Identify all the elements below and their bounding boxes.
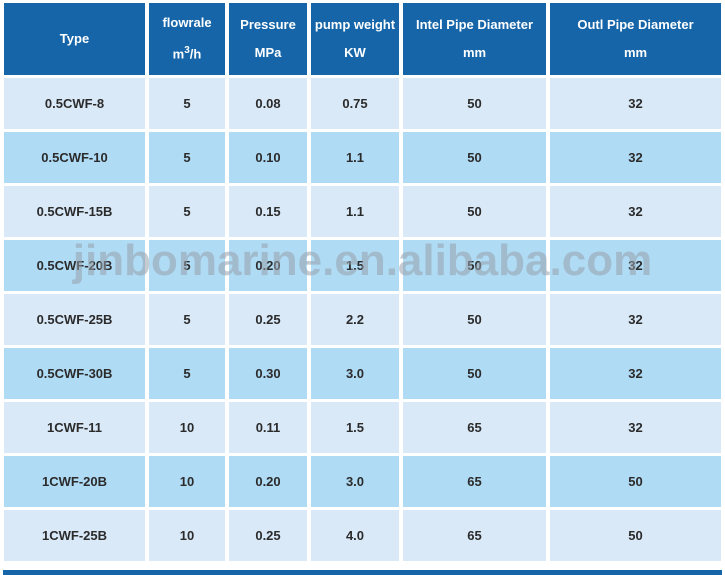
header-row: Type flowrale m3/h Pressure MPa pump weight KW… [4, 3, 721, 75]
cell-value: 65 [403, 456, 546, 507]
column-header-6: Outl Pipe Diameter mm [550, 3, 721, 75]
table-row: 0.5CWF-25B 5 0.25 2.2 50 32 [4, 294, 721, 345]
cell-type: 0.5CWF-10 [4, 132, 145, 183]
cell-value: 0.15 [229, 186, 307, 237]
cell-type: 0.5CWF-15B [4, 186, 145, 237]
cell-type: 0.5CWF-20B [4, 240, 145, 291]
cell-type: 1CWF-11 [4, 402, 145, 453]
table-row: 0.5CWF-30B 5 0.30 3.0 50 32 [4, 348, 721, 399]
cell-value: 2.2 [311, 294, 399, 345]
cell-value: 10 [149, 402, 225, 453]
column-header-unit: MPa [254, 45, 282, 60]
cell-value: 10 [149, 456, 225, 507]
cell-type: 1CWF-25B [4, 510, 145, 561]
cell-value: 3.0 [311, 456, 399, 507]
cell-value: 5 [149, 186, 225, 237]
table-row: 1CWF-20B 10 0.20 3.0 65 50 [4, 456, 721, 507]
cell-value: 32 [550, 294, 721, 345]
cell-value: 50 [403, 294, 546, 345]
cell-value: 32 [550, 132, 721, 183]
cell-value: 50 [550, 456, 721, 507]
cell-value: 32 [550, 348, 721, 399]
cell-value: 32 [550, 186, 721, 237]
cell-type: 0.5CWF-30B [4, 348, 145, 399]
cell-value: 0.20 [229, 240, 307, 291]
table-row: 1CWF-11 10 0.11 1.5 65 32 [4, 402, 721, 453]
cell-value: 0.25 [229, 510, 307, 561]
column-header-4: pump weight KW [311, 3, 399, 75]
column-header-label: Pressure [240, 17, 296, 32]
cell-value: 32 [550, 78, 721, 129]
cell-value: 5 [149, 240, 225, 291]
column-header-label: pump weight [314, 17, 396, 32]
column-header-unit: mm [623, 45, 648, 60]
cell-value: 5 [149, 348, 225, 399]
cell-value: 50 [403, 78, 546, 129]
cell-type: 1CWF-20B [4, 456, 145, 507]
cell-value: 5 [149, 78, 225, 129]
cell-value: 50 [550, 510, 721, 561]
column-header-unit: m3/h [172, 45, 202, 62]
cell-type: 0.5CWF-25B [4, 294, 145, 345]
table-row: 0.5CWF-8 5 0.08 0.75 50 32 [4, 78, 721, 129]
table-row: 1CWF-25B 10 0.25 4.0 65 50 [4, 510, 721, 561]
cell-value: 0.11 [229, 402, 307, 453]
cell-value: 0.75 [311, 78, 399, 129]
column-header-5: Intel Pipe Diameter mm [403, 3, 546, 75]
column-header-label: Type [59, 31, 90, 46]
cell-value: 65 [403, 402, 546, 453]
column-header-3: Pressure MPa [229, 3, 307, 75]
table-header: Type flowrale m3/h Pressure MPa pump weight KW… [4, 3, 721, 75]
column-header-label: Intel Pipe Diameter [415, 17, 534, 32]
cell-value: 0.20 [229, 456, 307, 507]
cell-value: 1.5 [311, 402, 399, 453]
cell-value: 10 [149, 510, 225, 561]
cell-value: 1.1 [311, 132, 399, 183]
cell-value: 5 [149, 294, 225, 345]
cell-value: 5 [149, 132, 225, 183]
table-body: 0.5CWF-8 5 0.08 0.75 50 32 0.5CWF-10 5 0.10 1.1 50… [4, 78, 721, 561]
cell-value: 1.5 [311, 240, 399, 291]
cell-value: 50 [403, 186, 546, 237]
column-header-label: Outl Pipe Diameter [577, 17, 694, 32]
cell-value: 50 [403, 348, 546, 399]
cell-value: 50 [403, 240, 546, 291]
cell-type: 0.5CWF-8 [4, 78, 145, 129]
cell-value: 0.25 [229, 294, 307, 345]
column-header-label: flowrale [162, 15, 212, 31]
cell-value: 4.0 [311, 510, 399, 561]
cell-value: 32 [550, 402, 721, 453]
next-row-cutoff-strip [3, 570, 722, 575]
cell-value: 65 [403, 510, 546, 561]
cell-value: 1.1 [311, 186, 399, 237]
table-row: 0.5CWF-10 5 0.10 1.1 50 32 [4, 132, 721, 183]
cell-value: 0.08 [229, 78, 307, 129]
column-header-2: flowrale m3/h [149, 3, 225, 75]
column-header-unit: mm [462, 45, 487, 60]
cell-value: 0.30 [229, 348, 307, 399]
cell-value: 0.10 [229, 132, 307, 183]
table-row: 0.5CWF-15B 5 0.15 1.1 50 32 [4, 186, 721, 237]
column-header-unit: KW [344, 45, 366, 60]
column-header-1: Type [4, 3, 145, 75]
table-row: 0.5CWF-20B 5 0.20 1.5 50 32 [4, 240, 721, 291]
cell-value: 32 [550, 240, 721, 291]
cell-value: 50 [403, 132, 546, 183]
cell-value: 3.0 [311, 348, 399, 399]
